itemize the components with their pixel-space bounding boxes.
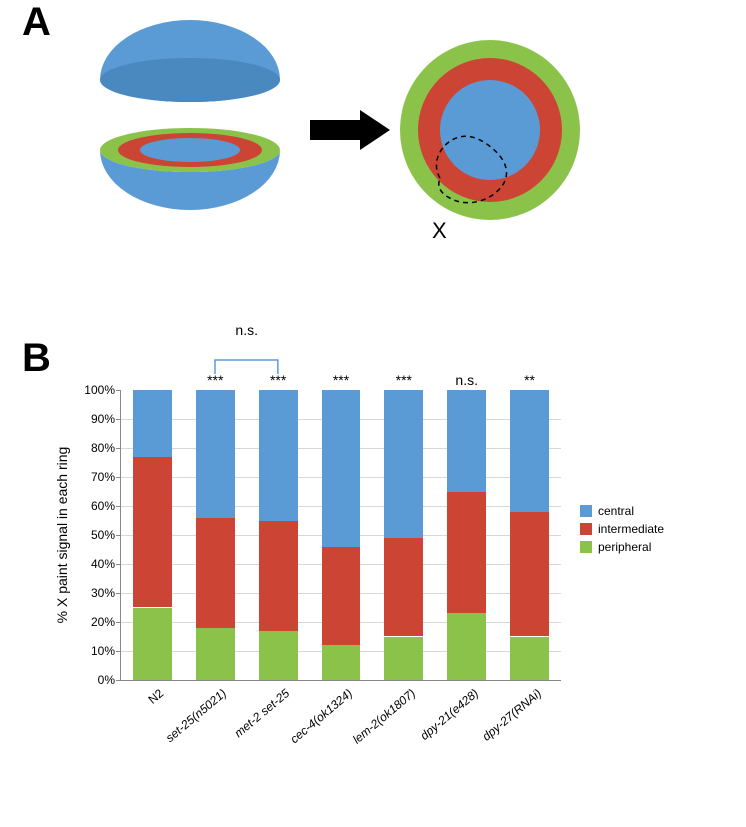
legend-label: intermediate — [598, 522, 664, 536]
ytick-label: 30% — [91, 586, 121, 600]
bar-segment-peripheral — [259, 631, 298, 680]
x-category-label: cec-4(ok1324) — [284, 682, 356, 747]
bar-segment-intermediate — [322, 547, 361, 646]
chart-plot-area: 0%10%20%30%40%50%60%70%80%90%100%N2set-2… — [120, 390, 561, 681]
sphere-bottom-bowl — [100, 128, 280, 210]
ytick-label: 80% — [91, 441, 121, 455]
panel-a-figure: X — [60, 10, 600, 270]
bar-segment-intermediate — [133, 457, 172, 608]
ytick-label: 90% — [91, 412, 121, 426]
ytick-label: 0% — [98, 673, 121, 687]
ytick-label: 40% — [91, 557, 121, 571]
bar — [259, 390, 298, 680]
bar-segment-central — [384, 390, 423, 538]
legend-swatch — [580, 523, 592, 535]
rings-top-view — [400, 40, 580, 220]
bar-segment-peripheral — [384, 637, 423, 681]
bar — [384, 390, 423, 680]
sphere-top-cap — [100, 20, 280, 102]
legend-swatch — [580, 541, 592, 553]
bar-segment-central — [133, 390, 172, 457]
ytick-label: 10% — [91, 644, 121, 658]
legend-swatch — [580, 505, 592, 517]
significance-label: ** — [524, 372, 535, 388]
bar-segment-central — [322, 390, 361, 547]
significance-label: *** — [333, 372, 349, 388]
significance-label: n.s. — [455, 372, 478, 388]
bar — [322, 390, 361, 680]
arrow-icon — [310, 110, 390, 150]
x-category-label: N2 — [142, 682, 167, 707]
significance-label: *** — [396, 372, 412, 388]
bar-segment-peripheral — [510, 637, 549, 681]
bar-segment-intermediate — [510, 512, 549, 637]
bar-segment-peripheral — [447, 613, 486, 680]
bar-segment-central — [196, 390, 235, 518]
legend-item-intermediate: intermediate — [580, 522, 664, 536]
bar-segment-intermediate — [384, 538, 423, 637]
legend-item-peripheral: peripheral — [580, 540, 664, 554]
ytick-label: 60% — [91, 499, 121, 513]
ytick-label: 70% — [91, 470, 121, 484]
bar-segment-central — [447, 390, 486, 492]
legend-label: peripheral — [598, 540, 651, 554]
legend-label: central — [598, 504, 634, 518]
panel-a-svg: X — [60, 10, 600, 270]
x-category-label: lem-2(ok1807) — [346, 682, 418, 747]
bar-segment-peripheral — [196, 628, 235, 680]
ytick-label: 100% — [84, 383, 121, 397]
x-category-label: set-25(n5021) — [159, 682, 229, 745]
ytick-label: 50% — [91, 528, 121, 542]
bar — [510, 390, 549, 680]
bar-segment-central — [510, 390, 549, 512]
significance-label: *** — [207, 372, 223, 388]
x-marker-label: X — [432, 218, 447, 243]
bar-segment-central — [259, 390, 298, 521]
significance-label: *** — [270, 372, 286, 388]
legend: central intermediate peripheral — [580, 500, 664, 558]
x-category-label: dpy-21(e428) — [413, 682, 481, 743]
ytick-label: 20% — [91, 615, 121, 629]
bar-segment-intermediate — [447, 492, 486, 614]
panel-b-chart: % X paint signal in each ring 0%10%20%30… — [20, 330, 740, 810]
comparison-bracket: n.s. — [215, 344, 278, 374]
bar — [196, 390, 235, 680]
bar-segment-intermediate — [259, 521, 298, 631]
bar — [447, 390, 486, 680]
y-axis-label: % X paint signal in each ring — [54, 390, 70, 680]
bar-segment-peripheral — [133, 608, 172, 681]
legend-item-central: central — [580, 504, 664, 518]
bar — [133, 390, 172, 680]
bar-segment-intermediate — [196, 518, 235, 628]
panel-a-label: A — [22, 0, 51, 45]
x-category-label: met-2 set-25 — [228, 682, 292, 741]
x-category-label: dpy-27(RNAi) — [475, 682, 544, 744]
bracket-label: n.s. — [235, 322, 258, 338]
bar-segment-peripheral — [322, 645, 361, 680]
